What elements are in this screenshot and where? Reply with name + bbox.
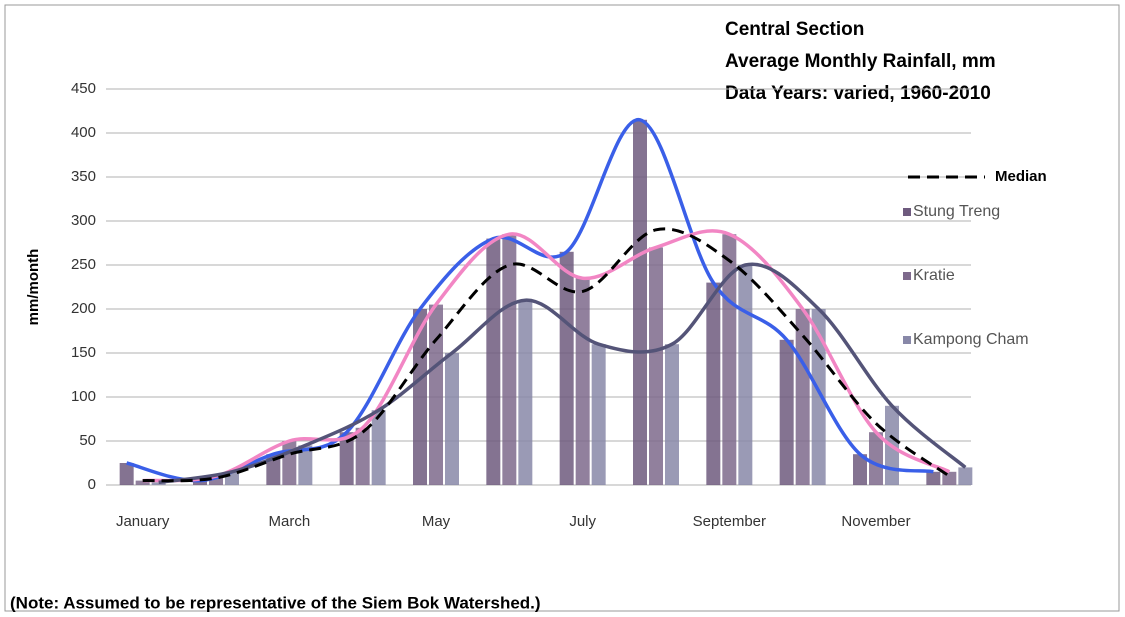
bar: [795, 309, 810, 485]
y-tick-label: 400: [71, 124, 96, 141]
bar: [445, 353, 459, 485]
bar: [706, 282, 721, 485]
bar: [339, 432, 354, 485]
x-tick-label: March: [268, 513, 310, 530]
legend-label: Kratie: [913, 267, 955, 284]
legend-swatch: [903, 272, 911, 280]
bar: [371, 410, 386, 485]
bar: [958, 467, 973, 485]
y-tick-label: 100: [71, 388, 96, 405]
bar: [486, 238, 501, 485]
series-line: [142, 227, 951, 483]
x-tick-label: January: [116, 513, 170, 530]
bar: [413, 309, 427, 485]
y-tick-label: 300: [71, 212, 96, 229]
bar: [355, 427, 370, 485]
y-tick-label: 200: [71, 300, 96, 317]
bar: [591, 344, 606, 485]
bar: [151, 482, 166, 485]
chart-title: Data Years: varied, 1960-2010: [725, 83, 991, 104]
bar: [518, 300, 533, 485]
bar: [649, 247, 663, 485]
bar: [738, 265, 753, 485]
bar: [779, 339, 794, 485]
bar: [502, 234, 517, 485]
chart-title: Central Section: [725, 19, 864, 40]
series-line: [158, 262, 967, 485]
x-tick-label: September: [693, 513, 766, 530]
bar: [209, 476, 223, 485]
bar: [869, 432, 883, 485]
x-tick-label: May: [422, 513, 451, 530]
bar: [853, 454, 867, 485]
legend-label: Kampong Cham: [913, 331, 1029, 348]
bar: [926, 471, 941, 485]
bar: [633, 119, 647, 486]
y-tick-label: 150: [71, 344, 96, 361]
note: (Note: Assumed to be representative of t…: [10, 593, 541, 612]
legend-label: Median: [995, 168, 1047, 185]
y-tick-label: 250: [71, 256, 96, 273]
chart-border: [4, 4, 1120, 612]
legend-swatch: [903, 208, 911, 216]
bar: [119, 463, 134, 485]
y-tick-label: 50: [79, 432, 96, 449]
y-tick-label: 0: [88, 476, 96, 493]
x-tick-label: July: [569, 513, 596, 530]
legend-swatch: [903, 336, 911, 344]
bar: [559, 251, 574, 485]
y-axis-label: mm/month: [25, 249, 42, 326]
bar: [298, 445, 313, 485]
chart-title: Average Monthly Rainfall, mm: [725, 51, 996, 72]
series-line: [126, 118, 934, 483]
bar: [135, 480, 150, 485]
y-tick-label: 350: [71, 168, 96, 185]
bar: [665, 344, 679, 485]
legend-label: Stung Treng: [913, 203, 1000, 220]
bar: [429, 304, 443, 485]
x-tick-label: November: [841, 513, 910, 530]
bar: [266, 454, 281, 485]
bar: [575, 278, 590, 485]
y-tick-label: 450: [71, 80, 96, 97]
bar: [811, 309, 826, 485]
bar: [282, 441, 297, 485]
bar: [193, 480, 207, 485]
series-line: [142, 229, 951, 483]
